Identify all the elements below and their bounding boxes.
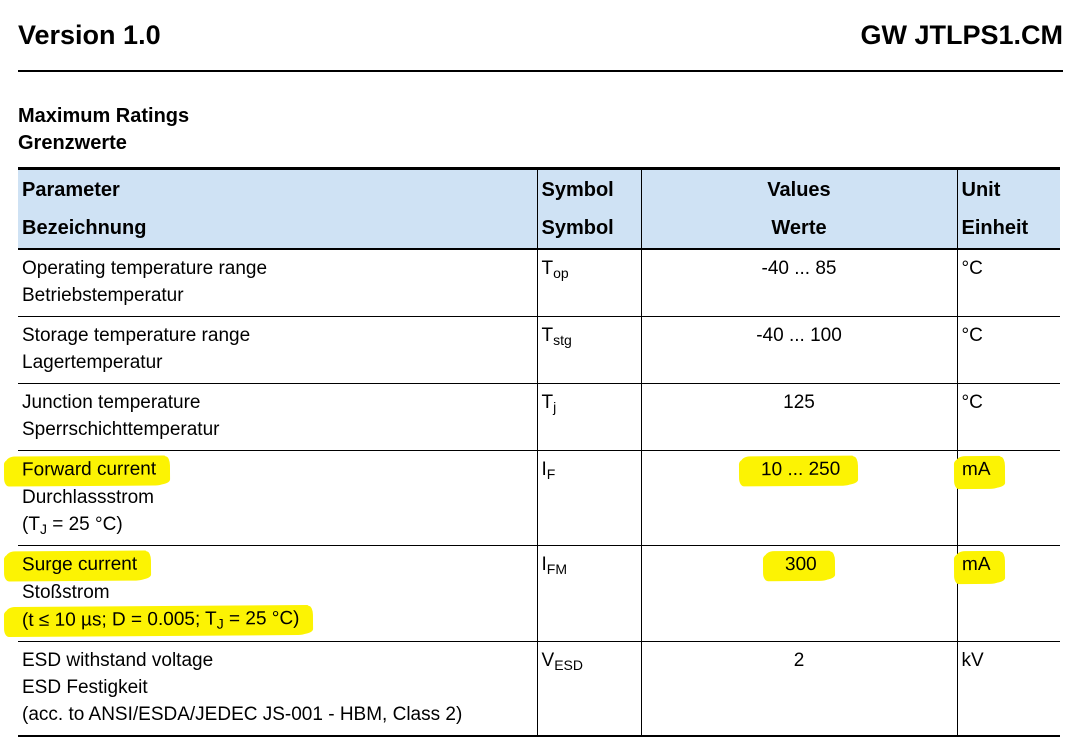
parameter-text: Storage temperature range — [22, 325, 251, 346]
parameter-line: Operating temperature range — [22, 255, 533, 282]
unit-cell: °C — [956, 383, 1060, 451]
unit-text: kV — [961, 650, 984, 671]
column-header-values: Values Werte — [640, 167, 957, 250]
parameter-text: Durchlassstrom — [22, 487, 154, 508]
value-cell: 2 — [640, 641, 957, 737]
parameter-line: ESD Festigkeit — [22, 674, 533, 701]
table-row: Operating temperature range Betriebstempe… — [18, 249, 1060, 317]
unit-text: °C — [961, 325, 983, 346]
highlight-mark: (t ≤ 10 µs; D = 0.005; TJ = 25 °C) — [5, 604, 312, 636]
section-title-de: Grenzwerte — [18, 132, 127, 154]
value-cell: -40 ... 85 — [640, 249, 957, 317]
table-row: Junction temperature Sperrschichttemperat… — [18, 383, 1060, 451]
value-cell: -40 ... 100 — [640, 316, 957, 384]
parameter-line: Durchlassstrom — [22, 484, 533, 511]
symbol-subscript: op — [553, 265, 569, 281]
value-text: 125 — [783, 392, 815, 413]
highlight-mark: mA — [955, 550, 1003, 583]
parameter-line: Stoßstrom — [22, 579, 533, 606]
symbol-main: T — [541, 258, 554, 279]
version-label: Version 1.0 — [18, 20, 161, 50]
parameter-text: Lagertemperatur — [22, 352, 163, 373]
symbol-cell: Top — [536, 249, 641, 317]
highlight-mark: 300 — [765, 550, 833, 580]
parameter-line: Surge current — [5, 550, 533, 580]
parameter-line: Lagertemperatur — [22, 349, 533, 376]
parameter-text: Stoßstrom — [22, 582, 110, 603]
unit-cell: mA — [955, 450, 1060, 546]
symbol-main: I — [541, 459, 547, 480]
symbol-cell: VESD — [536, 641, 641, 737]
maximum-ratings-table: Parameter Bezeichnung Symbol Symbol Valu… — [5, 167, 1060, 737]
symbol-cell: IFM — [536, 545, 641, 642]
unit-text: °C — [961, 258, 983, 279]
ratings-tbody: Operating temperature range Betriebstempe… — [5, 249, 1060, 737]
symbol-main: T — [541, 325, 554, 346]
value-cell: 10 ... 250 — [640, 450, 957, 546]
parameter-cell: Operating temperature range Betriebstempe… — [18, 249, 537, 317]
table-row: ESD withstand voltage ESD Festigkeit (acc.… — [18, 641, 1060, 737]
unit-cell: kV — [956, 641, 1060, 737]
section-title: Maximum Ratings Grenzwerte — [18, 103, 1088, 157]
parameter-text: ESD withstand voltage — [22, 650, 214, 671]
highlight-mark: mA — [955, 455, 1003, 488]
symbol-subscript: ESD — [554, 657, 583, 673]
unit-cell: mA — [955, 545, 1060, 642]
parameter-line: Betriebstemperatur — [22, 282, 533, 309]
unit-cell: °C — [956, 249, 1060, 317]
parameter-text: Betriebstemperatur — [22, 285, 184, 306]
value-text: -40 ... 85 — [761, 258, 837, 279]
highlight-mark: 10 ... 250 — [741, 455, 857, 485]
parameter-text: Junction temperature — [22, 392, 201, 413]
parameter-line: Junction temperature — [22, 389, 533, 416]
parameter-text: (acc. to ANSI/ESDA/JEDEC JS-001 - HBM, C… — [22, 704, 463, 725]
parameter-line: (TJ = 25 °C) — [22, 511, 533, 538]
product-name: GW JTLPS1.CM — [860, 20, 1063, 50]
parameter-cell: ESD withstand voltage ESD Festigkeit (acc.… — [18, 641, 537, 737]
symbol-main: T — [541, 392, 554, 413]
parameter-cell: Junction temperature Sperrschichttemperat… — [18, 383, 537, 451]
column-header-symbol: Symbol Symbol — [536, 167, 641, 250]
parameter-text: (TJ = 25 °C) — [22, 514, 123, 537]
highlight-mark: Surge current — [5, 550, 150, 580]
parameter-cell: Storage temperature range Lagertemperatur — [18, 316, 537, 384]
parameter-line: (t ≤ 10 µs; D = 0.005; TJ = 25 °C) — [5, 604, 533, 636]
symbol-subscript: j — [553, 399, 557, 415]
column-header-unit: Unit Einheit — [956, 167, 1060, 250]
symbol-cell: IF — [536, 450, 641, 546]
highlight-mark: Forward current — [5, 455, 169, 485]
parameter-cell: Forward current Durchlassstrom (TJ = 25 °C… — [5, 450, 537, 546]
parameter-line: Sperrschichttemperatur — [22, 416, 533, 443]
parameter-line: Forward current — [5, 455, 533, 485]
unit-text: °C — [961, 392, 983, 413]
header-rule — [18, 70, 1063, 72]
parameter-line: ESD withstand voltage — [22, 647, 533, 674]
page-header: Version 1.0 GW JTLPS1.CM — [0, 0, 1088, 51]
symbol-cell: Tj — [536, 383, 641, 451]
symbol-main: V — [541, 650, 555, 671]
table-header: Parameter Bezeichnung Symbol Symbol Valu… — [18, 167, 1060, 250]
symbol-subscript: FM — [546, 561, 567, 577]
symbol-main: I — [541, 554, 547, 575]
unit-cell: °C — [956, 316, 1060, 384]
parameter-text: Operating temperature range — [22, 258, 268, 279]
table-row: Surge current Stoßstrom (t ≤ 10 µs; D = 0.… — [5, 545, 1060, 642]
table-row: Forward current Durchlassstrom (TJ = 25 °C… — [5, 450, 1060, 546]
parameter-text: ESD Festigkeit — [22, 677, 148, 698]
parameter-cell: Surge current Stoßstrom (t ≤ 10 µs; D = 0.… — [5, 545, 537, 642]
symbol-subscript: stg — [553, 332, 572, 348]
symbol-subscript: F — [546, 466, 556, 482]
table-row: Storage temperature range Lagertemperatur… — [18, 316, 1060, 384]
symbol-cell: Tstg — [536, 316, 641, 384]
parameter-text: Sperrschichttemperatur — [22, 419, 220, 440]
value-cell: 300 — [640, 545, 957, 642]
section-title-en: Maximum Ratings — [18, 105, 190, 127]
parameter-line: Storage temperature range — [22, 322, 533, 349]
value-text: -40 ... 100 — [756, 325, 842, 346]
column-header-parameter: Parameter Bezeichnung — [18, 167, 537, 250]
parameter-line: (acc. to ANSI/ESDA/JEDEC JS-001 - HBM, C… — [22, 701, 533, 728]
value-cell: 125 — [640, 383, 957, 451]
value-text: 2 — [793, 650, 805, 671]
